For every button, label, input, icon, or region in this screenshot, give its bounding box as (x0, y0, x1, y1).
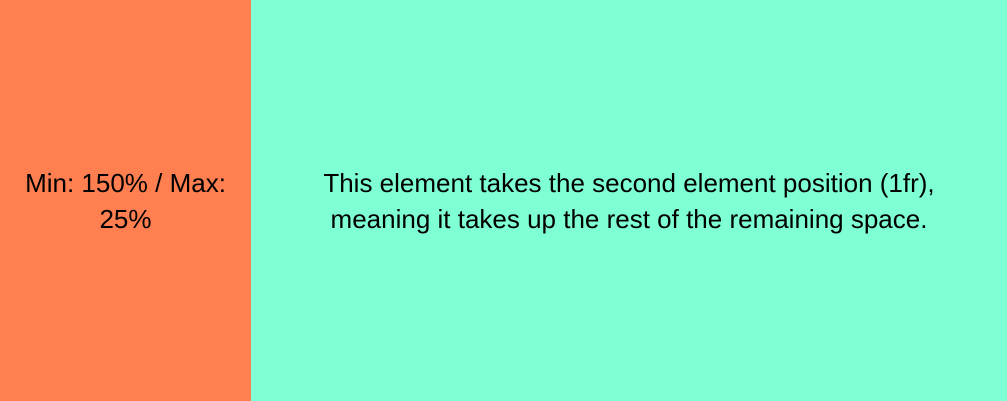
minmax-cell-text: Min: 150% / Max: 25% (25, 167, 226, 234)
remaining-space-cell-text: This element takes the second element po… (323, 167, 935, 234)
remaining-space-cell: This element takes the second element po… (251, 0, 1007, 401)
minmax-cell: Min: 150% / Max: 25% (0, 0, 251, 401)
